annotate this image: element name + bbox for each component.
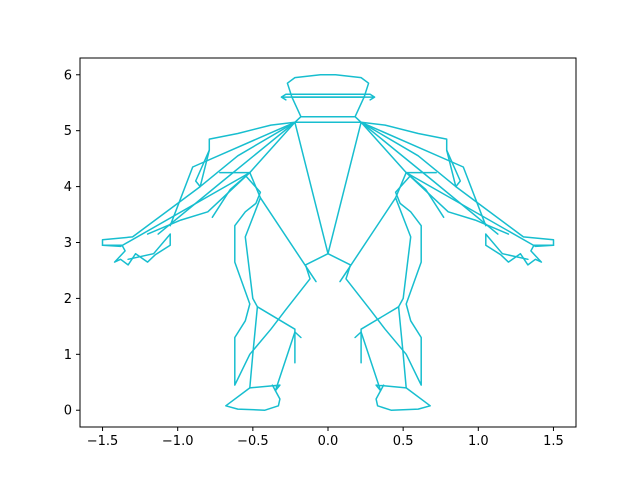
x-tick-label: 1.0 (468, 434, 489, 449)
series-line-8 (199, 121, 296, 188)
x-tick-label: 0.5 (393, 434, 414, 449)
series-line-27 (327, 121, 437, 386)
series-line-18 (225, 384, 281, 411)
series-line-2 (280, 93, 376, 101)
series-line-32 (375, 384, 431, 411)
x-tick-label: 0.0 (318, 434, 339, 449)
series-line-28 (339, 171, 407, 283)
series-line-24 (485, 233, 529, 261)
series-line-30 (360, 306, 400, 364)
series-line-17 (249, 306, 302, 392)
series-line-21 (360, 121, 499, 235)
series-line-9 (169, 121, 296, 227)
series-line-6 (101, 121, 296, 248)
x-tick-label: −1.0 (162, 434, 194, 449)
series-line-29 (394, 197, 412, 308)
series-line-15 (244, 197, 262, 308)
series-line-20 (360, 121, 555, 248)
series-line-12 (211, 171, 251, 219)
series-layer (101, 74, 555, 411)
y-tick-label: 1 (64, 348, 72, 363)
x-tick-label: −1.5 (87, 434, 119, 449)
x-axis: −1.5 −1.0 −0.5 0.0 0.5 1.0 1.5 (87, 427, 564, 449)
y-tick-label: 2 (64, 292, 72, 307)
y-tick-label: 3 (64, 236, 72, 251)
series-line-14 (249, 171, 317, 283)
series-line-4 (294, 115, 362, 124)
series-line-31 (354, 306, 407, 392)
series-line-16 (256, 306, 296, 364)
y-tick-label: 5 (64, 124, 72, 139)
series-line-7 (157, 121, 296, 235)
y-tick-label: 0 (64, 404, 72, 419)
y-tick-label: 4 (64, 180, 72, 195)
y-tick-label: 6 (64, 68, 72, 83)
y-axis: 0 1 2 3 4 5 6 (64, 68, 80, 419)
series-line-23 (360, 121, 487, 227)
series-line-10 (127, 233, 171, 261)
x-tick-label: −0.5 (237, 434, 269, 449)
series-line-26 (405, 171, 445, 219)
plot-area: −1.5 −1.0 −0.5 0.0 0.5 1.0 1.5 0 1 2 3 4 5 6 (64, 57, 577, 449)
series-line-22 (360, 121, 457, 188)
x-tick-label: 1.5 (543, 434, 564, 449)
series-line-13 (219, 121, 329, 386)
